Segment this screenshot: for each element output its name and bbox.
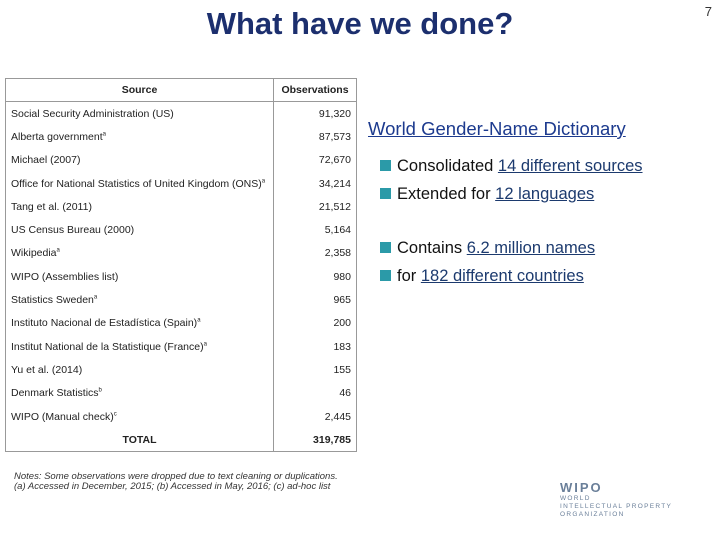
footnote-mark: c <box>113 411 117 417</box>
source-cell: Alberta governmenta <box>5 125 274 149</box>
source-name: Michael (2007) <box>11 154 81 167</box>
source-name: Office for National Statistics of United… <box>11 177 262 190</box>
observations-cell: 183 <box>273 334 357 359</box>
total-row: TOTAL 319,785 <box>5 428 357 453</box>
source-cell: Yu et al. (2014) <box>5 358 274 382</box>
observations-cell: 965 <box>273 288 357 312</box>
sources-table: Source Observations Social Security Admi… <box>5 78 357 453</box>
source-name: Tang et al. (2011) <box>11 200 92 213</box>
source-name: WIPO (Assemblies list) <box>11 270 119 283</box>
bullet: Contains 6.2 million names <box>380 239 595 258</box>
observations-cell: 980 <box>273 265 357 289</box>
logo-line: WORLD <box>560 495 591 502</box>
logo-line: INTELLECTUAL PROPERTY <box>560 503 673 510</box>
source-name: WIPO (Manual check) <box>11 410 114 423</box>
bullet: for 182 different countries <box>380 267 584 286</box>
observations-cell: 200 <box>273 311 357 335</box>
source-name: Statistics Sweden <box>11 294 94 307</box>
logo-line: ORGANIZATION <box>560 511 625 518</box>
bullet-text: for <box>397 267 421 285</box>
source-cell: WIPO (Manual check)c <box>5 404 274 429</box>
page-number: 7 <box>704 4 712 19</box>
bullet-link: 14 different sources <box>497 157 643 175</box>
table-row: Alberta governmenta 87,573 <box>5 125 357 149</box>
total-label: TOTAL <box>5 428 274 453</box>
source-name: Alberta government <box>11 130 103 143</box>
observations-cell: 155 <box>273 358 357 382</box>
observations-cell: 87,573 <box>273 125 357 149</box>
source-cell: Social Security Administration (US) <box>5 101 274 126</box>
source-cell: Denmark Statisticsb <box>5 381 274 405</box>
source-cell: Tang et al. (2011) <box>5 195 274 219</box>
table-body: Social Security Administration (US) 91,32… <box>5 101 357 453</box>
source-cell: Michael (2007) <box>5 148 274 172</box>
source-cell: Institut National de la Statistique (Fra… <box>5 334 274 359</box>
footnote-mark: a <box>203 341 207 348</box>
note-line: Notes: Some observations were dropped du… <box>14 471 338 482</box>
source-cell: Instituto Nacional de Estadística (Spain… <box>5 311 274 335</box>
header-cell: Observations <box>273 78 357 102</box>
source-name: Denmark Statistics <box>11 387 99 400</box>
observations-cell: 34,214 <box>273 171 357 196</box>
total-value: 319,785 <box>273 428 357 453</box>
observations-cell: 2,358 <box>273 241 357 266</box>
slide-title: What have we done? <box>206 6 514 41</box>
footnote-mark: a <box>261 178 266 185</box>
table-row: Yu et al. (2014) 155 <box>5 358 357 382</box>
footnote-mark: a <box>102 131 106 138</box>
table-row: Statistics Swedena 965 <box>5 288 357 312</box>
table-notes: Notes: Some observations were dropped du… <box>14 472 338 492</box>
note-line: (a) Accessed in December, 2015; (b) Acce… <box>14 481 331 492</box>
source-name: Wikipedia <box>11 247 57 260</box>
table-row: Institut National de la Statistique (Fra… <box>5 334 357 359</box>
bullet-text: Extended for <box>397 185 496 203</box>
table-row: Instituto Nacional de Estadística (Spain… <box>5 311 357 335</box>
footnote-mark: a <box>197 317 201 324</box>
table-row: Denmark Statisticsb 46 <box>5 381 357 405</box>
bullet-text: Consolidated <box>397 157 498 175</box>
table-row: Tang et al. (2011) 21,512 <box>5 195 357 219</box>
observations-cell: 46 <box>273 381 357 405</box>
bullet-text: Contains <box>397 239 467 257</box>
observations-cell: 5,164 <box>273 218 357 242</box>
footnote-mark: a <box>93 294 98 301</box>
source-name: Instituto Nacional de Estadística (Spain… <box>11 317 198 330</box>
table-row: Office for National Statistics of United… <box>5 171 357 196</box>
source-name: Institut National de la Statistique (Fra… <box>11 340 204 353</box>
source-cell: Wikipediaa <box>5 241 274 266</box>
logo: WIPO WORLD INTELLECTUAL PROPERTY ORGANIZAT… <box>560 480 672 519</box>
source-cell: Office for National Statistics of United… <box>5 171 274 196</box>
footnote-mark: b <box>98 387 102 394</box>
observations-cell: 91,320 <box>273 101 357 126</box>
table-row: Wikipediaa 2,358 <box>5 241 357 266</box>
logo-name: WIPO <box>560 480 603 495</box>
table-row: WIPO (Manual check)c 2,445 <box>5 404 357 429</box>
table-row: US Census Bureau (2000) 5,164 <box>5 218 357 242</box>
footnote-mark: a <box>56 247 60 254</box>
bullet-link: 12 languages <box>495 185 595 203</box>
source-cell: US Census Bureau (2000) <box>5 218 274 242</box>
source-name: US Census Bureau (2000) <box>11 224 135 237</box>
observations-cell: 2,445 <box>273 404 357 429</box>
section-heading: World Gender-Name Dictionary <box>368 118 626 139</box>
bullet: Extended for 12 languages <box>380 185 594 204</box>
table-row: Michael (2007) 72,670 <box>5 148 357 172</box>
observations-cell: 72,670 <box>273 148 357 172</box>
source-cell: Statistics Swedena <box>5 288 274 312</box>
source-name: Social Security Administration (US) <box>11 107 174 120</box>
bullet-link: 6.2 million names <box>466 239 596 257</box>
bullet-link: 182 different countries <box>420 267 584 285</box>
source-cell: WIPO (Assemblies list) <box>5 265 274 289</box>
table-row: Social Security Administration (US) 91,32… <box>5 101 357 126</box>
observations-cell: 21,512 <box>273 195 357 219</box>
bullet: Consolidated 14 different sources <box>380 157 643 176</box>
source-name: Yu et al. (2014) <box>11 363 83 376</box>
table-row: WIPO (Assemblies list) 980 <box>5 265 357 289</box>
header-cell: Source <box>5 78 274 102</box>
